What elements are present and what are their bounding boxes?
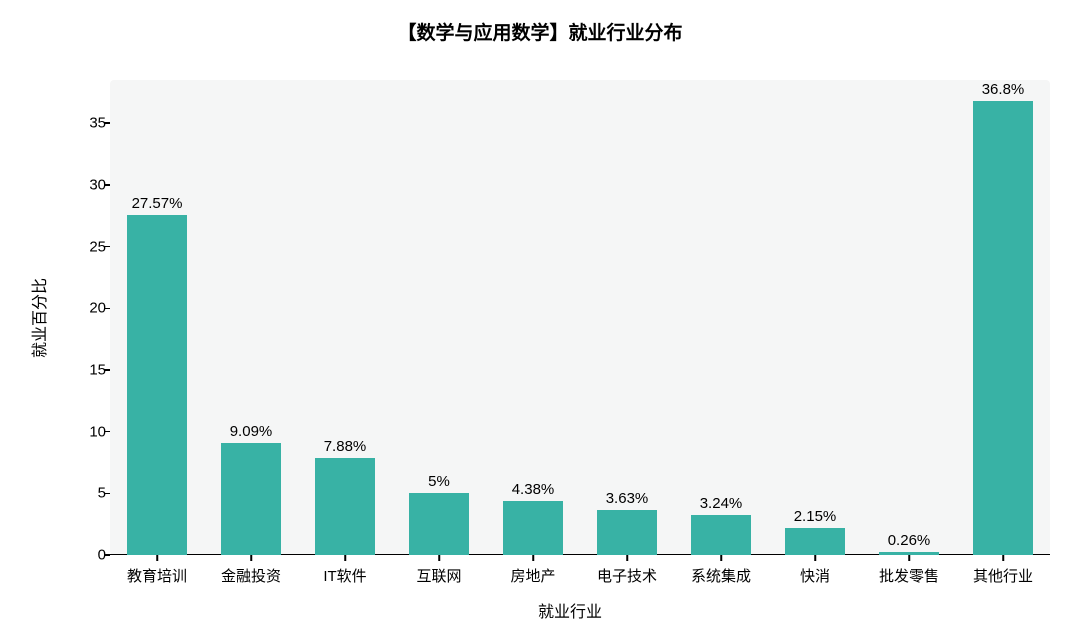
bar-value-label: 27.57% bbox=[132, 195, 183, 212]
y-axis-label: 就业百分比 bbox=[26, 277, 50, 357]
bar-value-label: 3.24% bbox=[700, 495, 743, 512]
bar-slot: 27.57%教育培训 bbox=[110, 80, 204, 555]
bar-value-label: 7.88% bbox=[324, 438, 367, 455]
bar bbox=[127, 215, 187, 555]
bar-value-label: 2.15% bbox=[794, 508, 837, 525]
x-axis-label: 就业行业 bbox=[478, 598, 602, 622]
bar-value-label: 36.8% bbox=[982, 81, 1025, 98]
bar bbox=[785, 528, 845, 555]
x-tick-mark bbox=[438, 555, 440, 561]
bar-slot: 3.63%电子技术 bbox=[580, 80, 674, 555]
bar-value-label: 9.09% bbox=[230, 423, 273, 440]
bars-row: 27.57%教育培训9.09%金融投资7.88%IT软件5%互联网4.38%房地… bbox=[110, 80, 1050, 555]
bar-slot: 0.26%批发零售 bbox=[862, 80, 956, 555]
x-tick-mark bbox=[1002, 555, 1004, 561]
x-tick-mark bbox=[626, 555, 628, 561]
chart-title: 【数学与应用数学】就业行业分布 bbox=[0, 0, 1080, 45]
x-tick-mark bbox=[156, 555, 158, 561]
x-tick-label: 其他行业 bbox=[973, 565, 1033, 586]
bar-value-label: 3.63% bbox=[606, 490, 649, 507]
x-tick-label: 金融投资 bbox=[221, 565, 281, 586]
bar-slot: 36.8%其他行业 bbox=[956, 80, 1050, 555]
bar bbox=[503, 501, 563, 555]
bar bbox=[597, 510, 657, 555]
x-tick-label: 批发零售 bbox=[879, 565, 939, 586]
bar-slot: 4.38%房地产 bbox=[486, 80, 580, 555]
bar bbox=[691, 515, 751, 555]
x-tick-label: 互联网 bbox=[416, 565, 461, 586]
x-tick-mark bbox=[908, 555, 910, 561]
x-tick-label: 电子技术 bbox=[597, 565, 657, 586]
x-tick-mark bbox=[344, 555, 346, 561]
bar bbox=[973, 101, 1033, 555]
bar bbox=[409, 493, 469, 555]
bar-slot: 9.09%金融投资 bbox=[204, 80, 298, 555]
bar-value-label: 4.38% bbox=[512, 481, 555, 498]
x-tick-label: 房地产 bbox=[510, 565, 555, 586]
chart-container: 【数学与应用数学】就业行业分布 27.57%教育培训9.09%金融投资7.88%… bbox=[0, 0, 1080, 640]
bar-slot: 3.24%系统集成 bbox=[674, 80, 768, 555]
bar bbox=[221, 443, 281, 555]
bar-slot: 7.88%IT软件 bbox=[298, 80, 392, 555]
bar-slot: 2.15%快消 bbox=[768, 80, 862, 555]
x-tick-mark bbox=[814, 555, 816, 561]
x-tick-label: 快消 bbox=[800, 565, 830, 586]
bar-value-label: 5% bbox=[428, 473, 450, 490]
bar-slot: 5%互联网 bbox=[392, 80, 486, 555]
bar bbox=[315, 458, 375, 555]
x-tick-mark bbox=[532, 555, 534, 561]
bar-value-label: 0.26% bbox=[888, 532, 931, 549]
y-axis: 就业百分比 bbox=[0, 80, 110, 555]
x-tick-mark bbox=[720, 555, 722, 561]
plot-area: 27.57%教育培训9.09%金融投资7.88%IT软件5%互联网4.38%房地… bbox=[110, 80, 1050, 555]
x-tick-label: 系统集成 bbox=[691, 565, 751, 586]
x-tick-mark bbox=[250, 555, 252, 561]
x-tick-label: IT软件 bbox=[323, 565, 366, 586]
x-tick-label: 教育培训 bbox=[127, 565, 187, 586]
